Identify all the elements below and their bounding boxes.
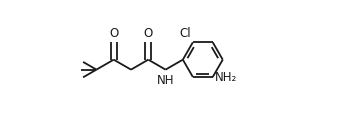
Text: O: O xyxy=(144,27,153,40)
Text: NH₂: NH₂ xyxy=(215,71,237,84)
Text: O: O xyxy=(109,27,118,40)
Text: NH: NH xyxy=(158,74,175,87)
Text: Cl: Cl xyxy=(179,27,191,40)
